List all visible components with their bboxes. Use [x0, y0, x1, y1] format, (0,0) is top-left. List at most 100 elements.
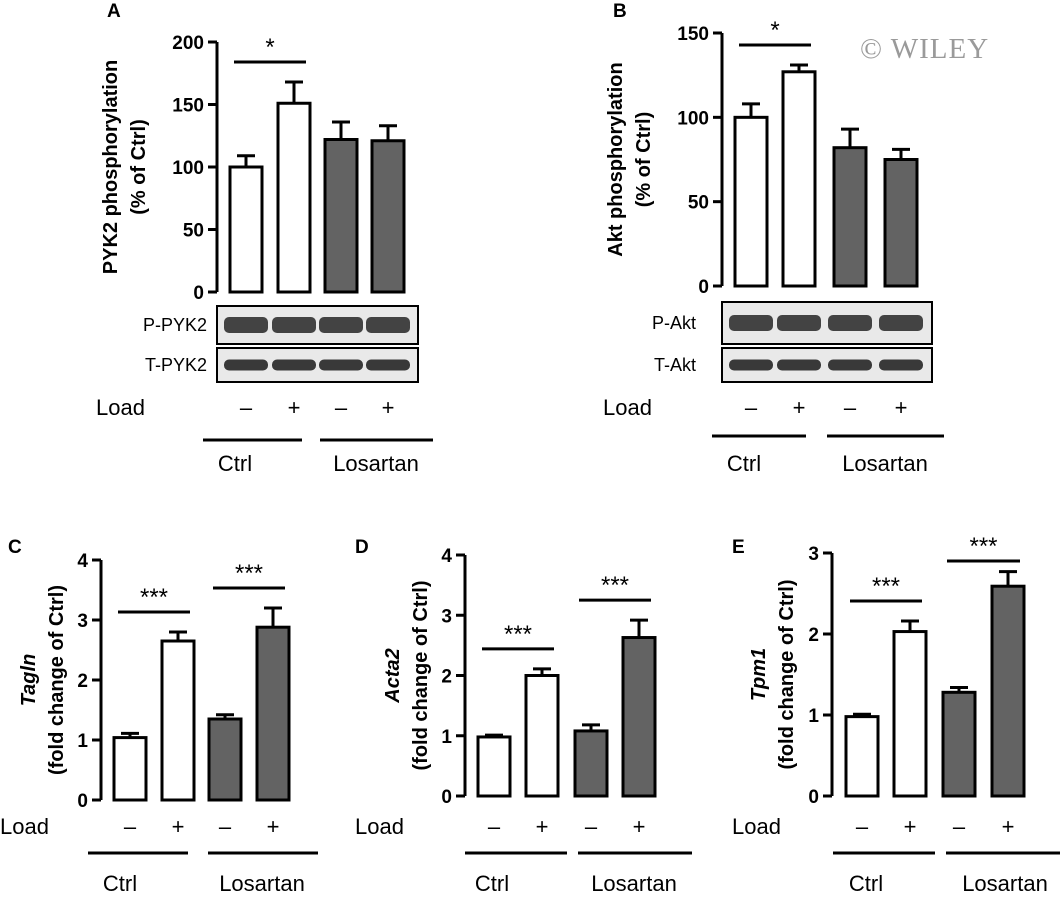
group-label-ctrl: Ctrl [849, 871, 883, 896]
load-label: Load [732, 814, 781, 839]
load-plus: + [382, 395, 395, 420]
bar [112, 736, 148, 802]
y-tick-label: 4 [77, 551, 88, 572]
bar [323, 138, 359, 294]
blot-band [729, 359, 773, 371]
blot-band [366, 317, 410, 333]
blot-band [828, 359, 872, 371]
group-label-losartan: Losartan [333, 451, 419, 476]
bar [990, 584, 1026, 798]
load-plus: + [793, 395, 806, 420]
blot-band [777, 315, 821, 331]
load-minus: – [953, 814, 966, 839]
bar [621, 636, 657, 798]
blot-band [828, 315, 872, 331]
bar [276, 101, 312, 294]
blot-band [272, 359, 316, 371]
blot-band [224, 359, 268, 371]
panel-label: C [8, 537, 22, 558]
load-minus: – [745, 395, 758, 420]
bar [892, 630, 928, 798]
load-plus: + [895, 395, 908, 420]
load-plus: + [1002, 814, 1015, 839]
blot-band [272, 317, 316, 333]
y-tick-label: 2 [441, 667, 452, 688]
blot-band [366, 359, 410, 371]
bar [207, 717, 243, 802]
significance-marker: * [265, 34, 274, 61]
wiley-watermark: © WILEY [860, 33, 989, 65]
bar [832, 146, 868, 288]
blot-strip [216, 305, 419, 345]
bar [883, 158, 919, 288]
bar [370, 139, 406, 294]
panel-a: A 0 50 100 150 200 PYK2 phosphorylation (% of C… [96, 1, 433, 476]
y-axis-title: (fold change of Ctrl) [46, 585, 68, 775]
panel-label: E [732, 537, 745, 558]
y-tick-label: 150 [677, 24, 709, 45]
y-tick-label: 3 [441, 606, 452, 627]
significance-marker: * [770, 17, 779, 44]
blot-band [224, 317, 268, 333]
blot-band [319, 359, 363, 371]
group-label-ctrl: Ctrl [475, 871, 509, 896]
y-tick-label: 3 [77, 611, 88, 632]
significance-marker: *** [140, 584, 168, 611]
y-tick-label: 0 [193, 283, 204, 304]
load-minus: – [844, 395, 857, 420]
group-label-losartan: Losartan [219, 871, 305, 896]
y-tick-label: 50 [183, 221, 204, 242]
y-tick-label: 1 [808, 706, 819, 727]
load-plus: + [267, 814, 280, 839]
bar [228, 165, 264, 294]
y-axis-title: (% of Ctrl) [633, 112, 655, 208]
blot-band [319, 317, 363, 333]
blot-strip [721, 301, 933, 345]
group-label-ctrl: Ctrl [218, 451, 252, 476]
panel-d: D 0 1 2 3 4 Acta2 (fold change of Ctrl) *** *** Lo… [355, 537, 692, 896]
y-tick-label: 2 [77, 671, 88, 692]
significance-marker: *** [872, 573, 900, 600]
load-label: Load [603, 395, 652, 420]
y-tick-label: 50 [688, 193, 709, 214]
significance-marker: *** [504, 621, 532, 648]
y-tick-label: 0 [441, 787, 452, 808]
y-tick-label: 0 [698, 277, 709, 298]
bar [476, 735, 512, 798]
load-plus: + [904, 814, 917, 839]
y-axis-title: Tpm1 [748, 648, 770, 701]
bar [844, 715, 880, 798]
load-minus: – [124, 814, 137, 839]
y-tick-label: 0 [808, 787, 819, 808]
y-tick-label: 0 [77, 791, 88, 812]
y-tick-label: 150 [172, 96, 204, 117]
bar [781, 70, 817, 288]
group-label-losartan: Losartan [591, 871, 677, 896]
panel-b: B 0 50 100 150 Akt phosphorylation (% of Ctrl)… [603, 1, 944, 476]
y-axis-title: Tagln [18, 654, 40, 707]
y-axis-title: (% of Ctrl) [128, 119, 150, 215]
significance-marker: *** [969, 533, 997, 560]
bar [573, 729, 609, 798]
group-label-ctrl: Ctrl [103, 871, 137, 896]
bar [255, 625, 291, 802]
blot-band [879, 359, 923, 371]
load-plus: + [288, 395, 301, 420]
load-label: Load [96, 395, 145, 420]
significance-marker: *** [235, 560, 263, 587]
load-minus: – [856, 814, 869, 839]
blot-label: T-Akt [654, 355, 696, 375]
y-tick-label: 100 [172, 158, 204, 179]
panel-c: C 0 1 2 3 4 Tagln (fold change of Ctrl) *** *** Lo… [0, 537, 318, 896]
load-minus: – [585, 814, 598, 839]
panel-label: D [355, 537, 369, 558]
panel-e: E 0 1 2 3 Tpm1 (fold change of Ctrl) *** *** Load… [732, 533, 1060, 896]
blot-label: P-PYK2 [143, 315, 207, 335]
bar [524, 674, 560, 798]
load-minus: – [240, 395, 253, 420]
load-minus: – [488, 814, 501, 839]
blot-strip [216, 347, 419, 383]
group-label-ctrl: Ctrl [727, 451, 761, 476]
